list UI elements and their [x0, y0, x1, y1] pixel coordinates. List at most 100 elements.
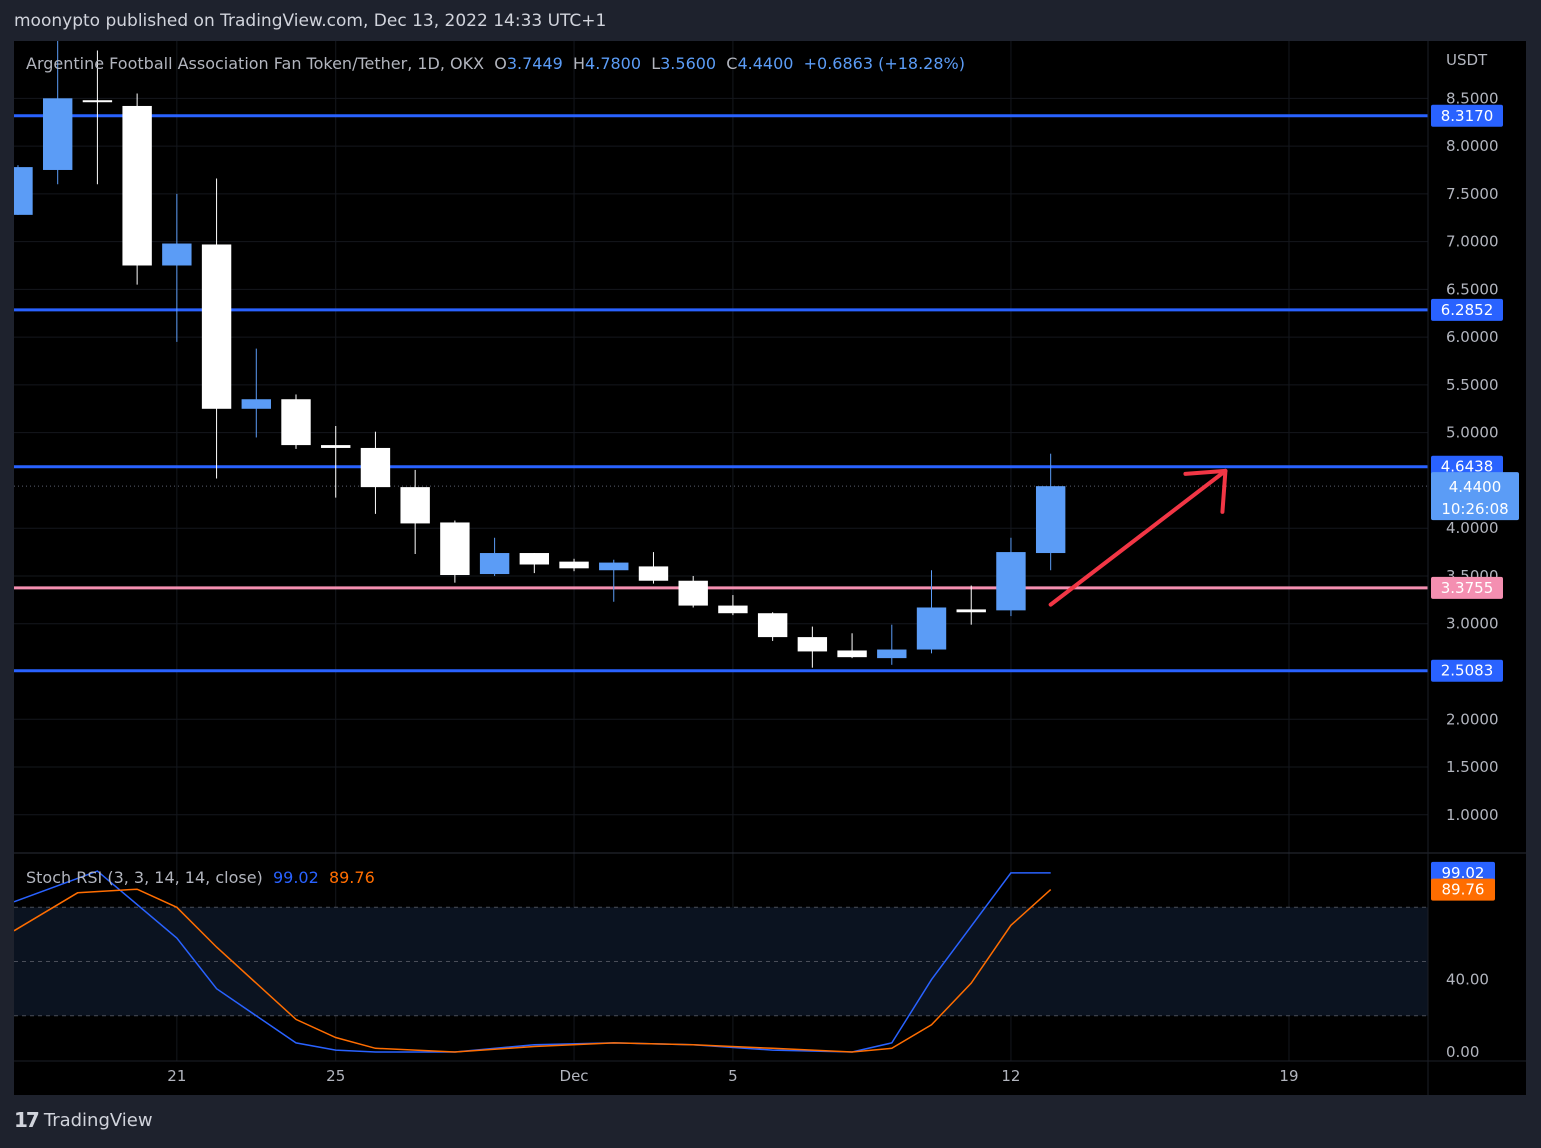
candle-body — [281, 399, 311, 446]
level-tag — [1431, 659, 1503, 682]
high-value: 4.7800 — [585, 54, 642, 73]
y-tick-label: 1.0000 — [1446, 806, 1499, 824]
grid-lines — [14, 41, 1428, 1061]
candle[interactable] — [797, 626, 828, 668]
candles[interactable] — [14, 41, 1066, 668]
annotation-arrow[interactable] — [1048, 468, 1228, 607]
tradingview-brand: TradingView — [43, 1109, 153, 1131]
candle[interactable] — [321, 425, 351, 498]
candle[interactable] — [479, 537, 510, 576]
candle-body — [916, 607, 947, 650]
candle[interactable] — [877, 624, 907, 665]
candle-body — [162, 243, 192, 266]
candle[interactable] — [599, 559, 629, 602]
candle-body — [956, 609, 986, 613]
candle-body — [718, 605, 748, 614]
symbol-title: Argentine Football Association Fan Token… — [26, 54, 485, 73]
candle[interactable] — [559, 558, 589, 572]
arrow-shaft[interactable] — [1048, 468, 1228, 607]
candle-body — [122, 105, 152, 266]
stoch-k-tag — [1431, 861, 1495, 884]
candle-body — [440, 522, 470, 576]
candle[interactable] — [1035, 453, 1066, 571]
y-tick-label: 4.0000 — [1446, 519, 1499, 537]
level-tag-label: 3.3755 — [1441, 579, 1494, 597]
candle[interactable] — [360, 431, 391, 514]
stoch-k-line — [14, 870, 1051, 1053]
candle[interactable] — [996, 537, 1026, 617]
candle[interactable] — [916, 570, 947, 654]
level-tag-label: 8.3170 — [1441, 107, 1494, 125]
candle[interactable] — [42, 41, 73, 185]
rsi-lines — [14, 870, 1052, 1053]
candle[interactable] — [82, 50, 113, 185]
candle[interactable] — [837, 633, 867, 659]
level-tag — [1431, 576, 1503, 599]
last-price-tag — [1431, 472, 1519, 521]
low-label: L — [651, 54, 661, 73]
open-value: 3.7449 — [506, 54, 563, 73]
candle-body — [599, 562, 629, 571]
candle-body — [757, 613, 788, 638]
candle-body — [82, 100, 113, 103]
close-value: 4.4400 — [737, 54, 794, 73]
candle-body — [360, 447, 391, 488]
open-label: O — [494, 54, 507, 73]
candle[interactable] — [162, 193, 192, 342]
low-value: 3.5600 — [660, 54, 717, 73]
candle[interactable] — [201, 178, 232, 479]
candle-body — [42, 98, 73, 170]
candle[interactable] — [638, 552, 669, 584]
candle[interactable] — [678, 575, 708, 608]
candle[interactable] — [519, 553, 550, 574]
candle[interactable] — [956, 585, 986, 625]
symbol-legend: Argentine Football Association Fan Token… — [26, 54, 965, 73]
level-tag-label: 2.5083 — [1441, 662, 1494, 680]
candle-body — [837, 650, 867, 658]
y-tick-label: 8.0000 — [1446, 137, 1499, 155]
stoch-rsi-legend: Stoch RSI (3, 3, 14, 14, close) 99.02 89… — [26, 868, 375, 887]
x-tick-label: 12 — [1001, 1067, 1020, 1085]
price-axis[interactable]: 8.5000 8.0000 7.5000 7.0000 6.5000 6.0000 5.50… — [1446, 89, 1499, 1061]
stoch-k-value: 99.02 — [272, 868, 319, 887]
arrow-head — [1183, 468, 1228, 514]
stoch-d-tag-label: 89.76 — [1442, 881, 1485, 899]
chart-frame[interactable]: USDT 8.5000 8.0000 7.5000 7.0000 6.5000 6.000… — [14, 41, 1526, 1095]
candle[interactable] — [14, 165, 33, 215]
level-tag — [1431, 298, 1503, 321]
stoch-rsi-title: Stoch RSI (3, 3, 14, 14, close) — [26, 868, 263, 887]
x-tick-label: 21 — [167, 1067, 186, 1085]
rsi-y-tick-label: 0.00 — [1446, 1043, 1479, 1061]
candle-body — [797, 637, 828, 652]
candle-body — [1035, 486, 1066, 554]
y-tick-label: 7.5000 — [1446, 185, 1499, 203]
currency-label: USDT — [1446, 51, 1488, 69]
tradingview-footer[interactable]: 17 TradingView — [14, 1108, 153, 1132]
close-label: C — [726, 54, 738, 73]
high-label: H — [573, 54, 586, 73]
candle[interactable] — [241, 348, 271, 438]
candle[interactable] — [718, 595, 748, 616]
y-tick-label: 7.0000 — [1446, 233, 1499, 251]
candle[interactable] — [440, 520, 470, 583]
candle[interactable] — [281, 394, 311, 449]
stoch-d-line — [14, 888, 1052, 1053]
x-tick-label: 5 — [728, 1067, 738, 1085]
publisher-caption: moonypto published on TradingView.com, D… — [14, 11, 607, 31]
stoch-d-tag — [1431, 878, 1495, 901]
time-axis[interactable]: 21 25 Dec 5 12 19 — [167, 1067, 1298, 1085]
level-tag-label: 4.6438 — [1441, 458, 1494, 476]
y-tick-label: 6.5000 — [1446, 280, 1499, 298]
y-tick-label: 2.0000 — [1446, 710, 1499, 728]
level-tag-label: 6.2852 — [1441, 301, 1494, 319]
horizontal-levels[interactable] — [14, 114, 1428, 673]
change-value: +0.6863 (+18.28%) — [803, 54, 965, 73]
price-chart[interactable]: USDT 8.5000 8.0000 7.5000 7.0000 6.5000 6.000… — [14, 41, 1526, 1095]
candle[interactable] — [400, 469, 430, 554]
x-tick-label: Dec — [560, 1067, 589, 1085]
countdown-label: 10:26:08 — [1441, 500, 1508, 518]
candle-body — [321, 445, 351, 448]
candle[interactable] — [122, 93, 152, 285]
candle[interactable] — [757, 612, 788, 641]
tradingview-logo-icon: 17 — [14, 1108, 40, 1132]
